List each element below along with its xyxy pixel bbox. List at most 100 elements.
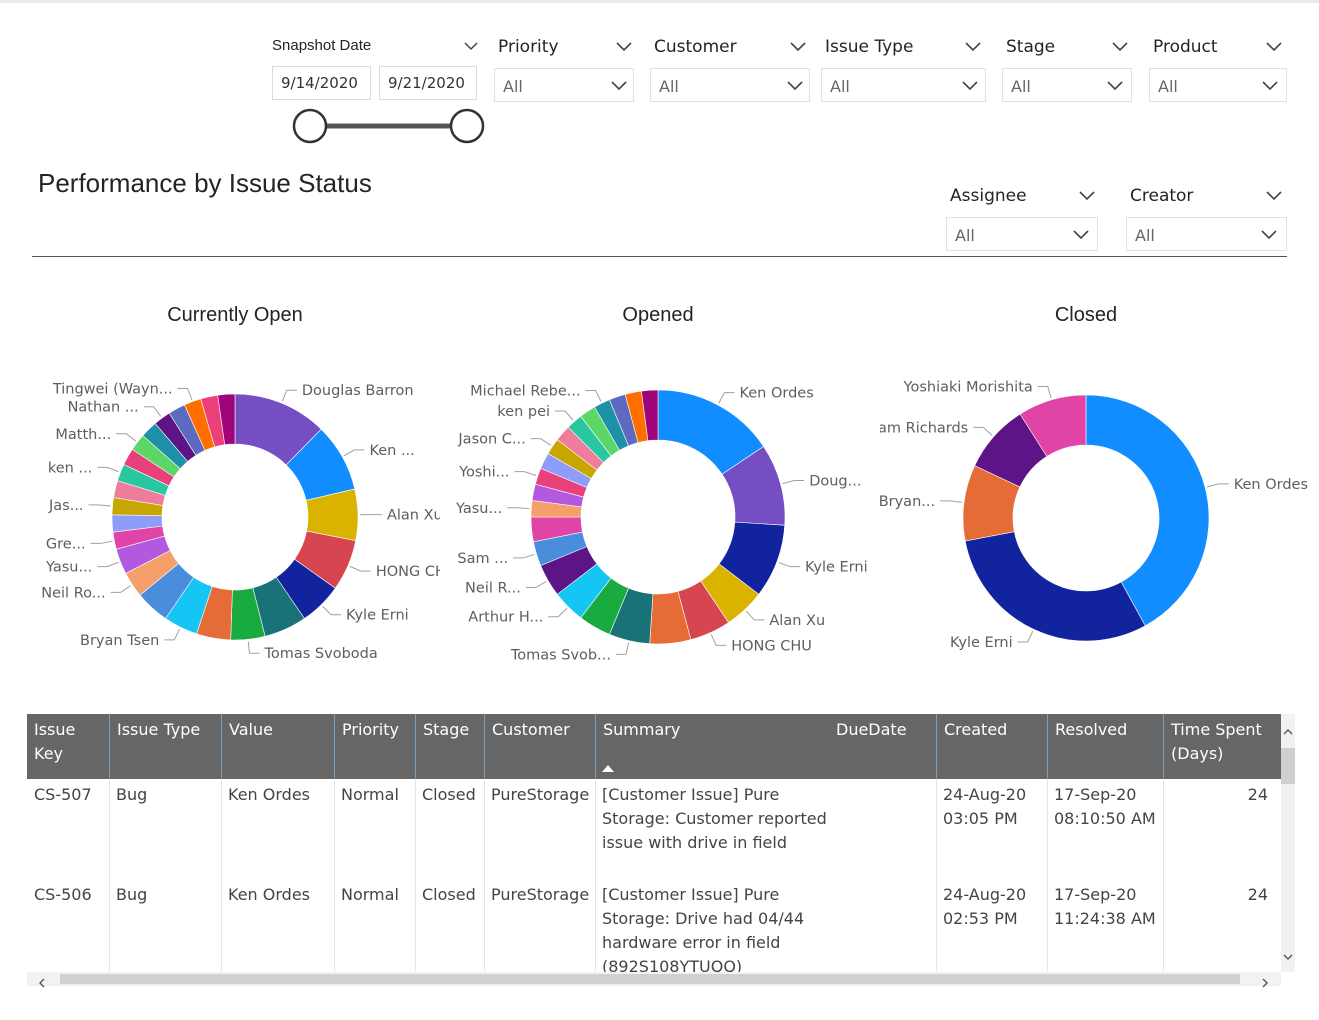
cell-resolved: 17-Sep-20 11:24:38 AM	[1054, 885, 1156, 928]
snapshot-date-chevron-down-icon[interactable]	[464, 42, 480, 52]
donut-chart-opened[interactable]: Ken Ordes Doug... Kyle Erni Alan Xu HONG CHU…	[440, 360, 880, 680]
customer-chevron-down-icon[interactable]	[790, 42, 806, 52]
cell-duedate	[829, 779, 936, 783]
cell-created: 24-Aug-20 02:53 PM	[943, 885, 1027, 928]
date-range-slider[interactable]	[290, 108, 490, 146]
slice-label: Douglas Barron	[302, 383, 414, 399]
customer-dropdown[interactable]: All	[650, 68, 810, 102]
label-leader-line	[615, 642, 630, 655]
slice-label: Tingwei (Wayn...	[52, 381, 173, 397]
vertical-scroll-thumb[interactable]	[1281, 748, 1295, 784]
label-leader-line	[90, 540, 113, 544]
slice-label: Kyle Erni	[346, 608, 409, 624]
slice-label: Tomas Svob...	[510, 647, 611, 663]
scroll-down-icon[interactable]	[1283, 950, 1293, 964]
slice-label: Jason C...	[457, 432, 525, 448]
column-header-issue-key[interactable]: Issue Key	[34, 720, 76, 763]
cell-summary: [Customer Issue] Pure Storage: Customer …	[602, 785, 827, 852]
column-header-summary[interactable]: Summary	[595, 714, 829, 779]
slider-end-handle[interactable]	[449, 108, 485, 144]
column-header-priority[interactable]: Priority	[334, 714, 415, 779]
column-divider	[1163, 779, 1164, 972]
donut-slice[interactable]	[217, 393, 236, 446]
label-leader-line	[507, 507, 530, 510]
chevron-down-icon	[1262, 81, 1278, 91]
snapshot-date-title: Snapshot Date	[272, 37, 372, 54]
product-dropdown[interactable]: All	[1149, 68, 1287, 102]
column-header-created[interactable]: Created	[936, 714, 1047, 779]
assignee-chevron-down-icon[interactable]	[1079, 191, 1095, 201]
cell-stage: Closed	[422, 885, 476, 904]
label-leader-line	[164, 628, 181, 641]
snapshot-end-date-input[interactable]: 9/21/2020	[379, 66, 477, 100]
slice-label: Neil Ro...	[41, 585, 105, 601]
label-leader-line	[710, 634, 727, 646]
label-leader-line	[530, 438, 552, 446]
column-header-issue-type[interactable]: Issue Type	[109, 714, 221, 779]
sort-ascending-icon[interactable]	[602, 765, 614, 772]
donut-slice[interactable]	[641, 389, 659, 441]
slice-label: Gre...	[46, 536, 86, 552]
column-divider	[484, 779, 485, 972]
scroll-right-icon[interactable]	[1261, 973, 1269, 992]
cell-issue-type: Bug	[116, 885, 148, 904]
column-header-time-spent[interactable]: Time Spent (Days)	[1163, 714, 1281, 779]
slice-label: Jas...	[48, 498, 84, 514]
label-leader-line	[718, 392, 735, 404]
stage-dropdown[interactable]: All	[1002, 68, 1132, 102]
column-header-stage[interactable]: Stage	[415, 714, 484, 779]
column-header-resolved[interactable]: Resolved	[1047, 714, 1163, 779]
slice-label: Ken ...	[369, 443, 414, 459]
slice-label: Matth...	[55, 427, 111, 443]
issue-type-value: All	[830, 77, 850, 96]
creator-chevron-down-icon[interactable]	[1266, 191, 1282, 201]
donut-chart-currently-open[interactable]: Douglas Barron Ken ... Alan Xu HONG CHU Kyle…	[0, 360, 440, 680]
priority-chevron-down-icon[interactable]	[616, 42, 632, 52]
column-header-customer[interactable]: Customer	[484, 714, 595, 779]
cell-issue-key: CS-506	[34, 885, 92, 904]
creator-dropdown[interactable]: All	[1126, 217, 1287, 251]
issue-type-dropdown[interactable]: All	[821, 68, 986, 102]
horizontal-scroll-thumb[interactable]	[60, 974, 1240, 984]
scroll-left-icon[interactable]	[38, 973, 46, 992]
donut-slice[interactable]	[1085, 394, 1210, 627]
column-divider	[936, 779, 937, 972]
slice-label: Ken Ordes	[1234, 477, 1308, 493]
slice-label: Bryan...	[880, 494, 935, 510]
scroll-up-icon[interactable]	[1283, 724, 1293, 738]
chart-title-closed: Closed	[1054, 304, 1118, 326]
column-divider	[109, 779, 110, 972]
assignee-slicer-title: Assignee	[950, 186, 1027, 206]
table-row[interactable]: CS-507 Bug Ken Ordes Normal Closed PureS…	[27, 779, 1281, 880]
donut-slice[interactable]	[1019, 394, 1087, 457]
label-leader-line	[1037, 385, 1052, 399]
top-border	[0, 0, 1319, 3]
cell-created: 24-Aug-20 03:05 PM	[943, 785, 1027, 828]
column-header-value[interactable]: Value	[221, 714, 334, 779]
slider-start-handle[interactable]	[292, 108, 328, 144]
slice-label: Doug...	[809, 474, 861, 490]
product-chevron-down-icon[interactable]	[1266, 42, 1282, 52]
title-divider	[32, 256, 1287, 257]
assignee-dropdown[interactable]: All	[946, 217, 1098, 251]
column-header-duedate[interactable]: DueDate	[836, 720, 907, 739]
donut-chart-closed[interactable]: Ken Ordes Kyle Erni Bryan... Sam Richards Yo…	[880, 360, 1310, 680]
donut-slice[interactable]	[964, 531, 1146, 642]
label-leader-line	[322, 605, 342, 616]
priority-slicer-title: Priority	[498, 37, 559, 57]
label-leader-line	[555, 410, 574, 421]
priority-dropdown[interactable]: All	[494, 68, 634, 102]
cell-priority: Normal	[341, 785, 399, 804]
issue-type-slicer-title: Issue Type	[825, 37, 914, 57]
assignee-value: All	[955, 226, 975, 245]
snapshot-start-date-input[interactable]: 9/14/2020	[272, 66, 371, 100]
chevron-down-icon	[962, 81, 978, 91]
slice-label: Kyle Erni	[950, 635, 1013, 651]
label-leader-line	[97, 466, 119, 473]
chart-title-currently-open: Currently Open	[167, 304, 303, 326]
slice-label: Arthur H...	[468, 610, 543, 626]
label-leader-line	[525, 581, 547, 588]
table-row[interactable]: CS-506 Bug Ken Ordes Normal Closed PureS…	[27, 879, 1281, 972]
stage-chevron-down-icon[interactable]	[1112, 42, 1128, 52]
issue-type-chevron-down-icon[interactable]	[965, 42, 981, 52]
